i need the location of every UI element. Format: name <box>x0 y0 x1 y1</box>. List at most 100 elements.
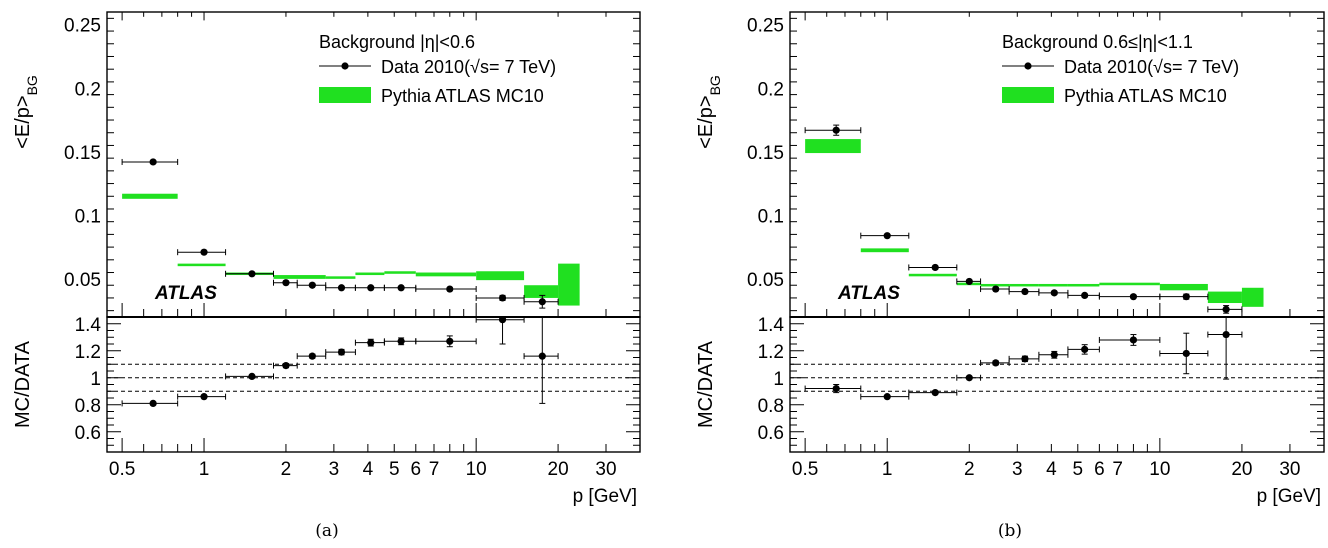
ratio-point <box>523 316 559 404</box>
x-axis-label: p [GeV] <box>1257 486 1321 507</box>
y-label-subscript: BG <box>24 75 40 95</box>
mc-band <box>384 271 416 274</box>
data-point-marker <box>1021 355 1029 363</box>
ratio-y-tick-label: 1 <box>773 369 784 390</box>
top-y-tick-label: 0.1 <box>75 206 101 227</box>
mc-band <box>1159 283 1208 291</box>
mc-band <box>524 285 559 298</box>
legend-mc-swatch <box>1002 87 1054 103</box>
x-tick-label: 3 <box>329 459 340 480</box>
y-label-main: <E/p> <box>12 95 34 148</box>
top-plot-frame <box>789 11 1325 318</box>
data-point <box>383 284 417 292</box>
ratio-point <box>860 393 910 401</box>
data-point-marker <box>965 277 973 286</box>
data-point-marker <box>248 270 256 278</box>
x-tick-label: 6 <box>1094 459 1105 480</box>
ratio-point <box>804 384 862 394</box>
ratio-y-axis-label: MC/DATA <box>695 340 717 428</box>
ratio-point <box>980 359 1010 367</box>
x-tick-label: 10 <box>1149 459 1170 480</box>
data-point-marker <box>397 337 405 345</box>
top-y-tick-label: 0.1 <box>758 206 784 227</box>
data-point <box>325 284 356 292</box>
panel-caption: (b) <box>998 521 1022 541</box>
mc-band <box>415 272 477 277</box>
data-point-marker <box>538 352 546 360</box>
data-point <box>272 279 298 287</box>
ratio-y-tick-label: 1.4 <box>75 315 102 336</box>
x-tick-label: 6 <box>410 459 421 480</box>
data-point <box>121 158 179 166</box>
data-point-marker <box>1182 293 1190 301</box>
x-tick-label: 5 <box>1072 459 1083 480</box>
top-y-tick-label: 0.25 <box>747 16 784 37</box>
x-tick-label: 30 <box>595 459 616 480</box>
data-point <box>1008 287 1040 296</box>
ratio-point <box>325 348 356 356</box>
atlas-label: ATLAS <box>154 283 217 304</box>
x-tick-label: 1 <box>199 459 210 480</box>
data-point-marker <box>200 248 208 256</box>
ratio-point <box>225 372 274 380</box>
data-point-marker <box>992 285 1000 293</box>
data-point <box>1038 289 1069 297</box>
data-point <box>296 281 327 289</box>
ratio-plot-frame <box>789 316 1325 453</box>
legend-mc-swatch <box>319 87 371 103</box>
data-point-marker <box>308 281 316 289</box>
data-point-marker <box>282 279 290 287</box>
mc-band <box>1067 283 1100 287</box>
mc-band <box>1038 283 1068 287</box>
panel-b: 0.5 1 2 3 4 5 6 7 10 20 30 p [GeV] 0.05 0.1 0.15 0.2 0.2… <box>695 11 1325 541</box>
data-point-marker <box>992 359 1000 367</box>
data-point-marker <box>538 298 546 306</box>
x-tick-label: 2 <box>281 459 292 480</box>
top-y-tick-label: 0.15 <box>747 143 784 164</box>
ratio-y-axis-label: MC/DATA <box>12 340 34 428</box>
ratio-point <box>121 399 179 407</box>
top-y-tick-label: 0.15 <box>64 143 101 164</box>
x-tick-label: 20 <box>1231 459 1252 480</box>
ratio-point <box>383 337 417 346</box>
x-tick-label: 2 <box>964 459 975 480</box>
data-point-marker <box>931 389 939 397</box>
panel-a: 0.5 1 2 3 4 5 6 7 10 20 30 p [GeV] 0.05 0.1 0.15 0.2 0.2… <box>12 11 641 541</box>
data-point-marker <box>248 372 256 380</box>
mc-band <box>325 276 356 279</box>
data-point-marker <box>1021 287 1029 296</box>
ratio-point <box>908 389 958 397</box>
top-y-tick-label: 0.05 <box>747 270 784 291</box>
data-point <box>1207 305 1243 314</box>
data-point <box>860 232 910 240</box>
ratio-point <box>415 335 477 348</box>
legend-data-label: Data 2010(√s= 7 TeV) <box>1064 57 1239 77</box>
data-point-marker <box>965 374 973 382</box>
data-point-marker <box>1081 291 1089 299</box>
data-point-marker <box>931 263 939 272</box>
data-point-marker <box>200 393 208 401</box>
data-point-marker <box>1182 349 1190 358</box>
top-y-axis-label: <E/p>BG <box>12 75 40 149</box>
mc-band <box>273 275 326 279</box>
mc-band <box>122 193 178 199</box>
data-point <box>225 270 274 278</box>
ratio-y-tick-label: 1 <box>90 369 101 390</box>
data-point-marker <box>832 384 840 393</box>
data-point-marker <box>883 232 891 240</box>
y-label-subscript: BG <box>707 75 723 95</box>
mc-band <box>1241 287 1264 307</box>
data-point-marker <box>832 126 840 134</box>
data-point-marker <box>337 348 346 356</box>
x-tick-label: 5 <box>389 459 400 480</box>
ratio-point <box>475 316 525 345</box>
legend-mc-label: Pythia ATLAS MC10 <box>1064 86 1227 106</box>
ratio-point <box>956 374 982 382</box>
mc-band <box>355 272 385 276</box>
top-y-axis-label: <E/p>BG <box>695 75 723 149</box>
ratio-point <box>1159 332 1209 375</box>
mc-band <box>860 248 909 253</box>
x-tick-label: 0.5 <box>109 459 135 480</box>
